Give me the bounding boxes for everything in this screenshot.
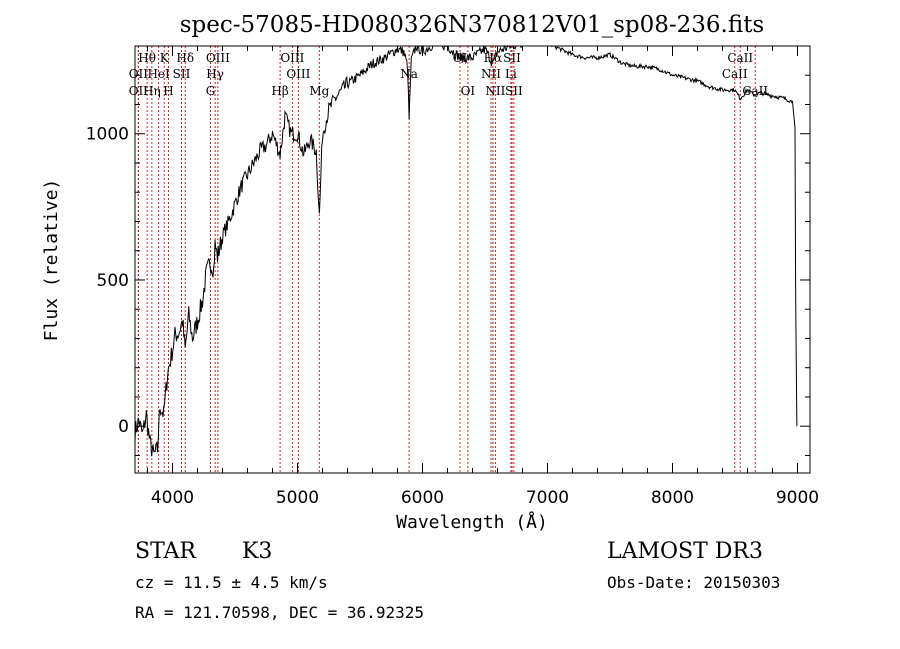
line-label-22: Li — [505, 67, 517, 81]
line-label-0: Hθ — [138, 51, 156, 65]
object-class: STAR — [135, 539, 196, 564]
line-label-21: NII — [485, 84, 505, 98]
x-tick-label-1: 5000 — [276, 488, 319, 508]
line-label-15: Mg — [309, 84, 329, 98]
line-label-6: H — [163, 84, 173, 98]
line-label-10: OIII — [206, 51, 230, 65]
plot-frame — [134, 45, 811, 474]
y-tick-label-0: 0 — [118, 417, 129, 437]
x-axis-ticks: 4000 5000 6000 7000 8000 9000 — [147, 46, 819, 508]
line-label-3: Hη — [143, 84, 161, 98]
object-subclass: K3 — [242, 539, 273, 564]
line-label-25: CaII — [722, 67, 748, 81]
line-label-14: OIII — [286, 67, 310, 81]
line-label-24: SII — [505, 84, 523, 98]
x-tick-label-0: 4000 — [151, 488, 194, 508]
line-label-5: K — [160, 51, 170, 65]
y-tick-label-1: 500 — [97, 271, 129, 291]
line-label-9: Hγ — [206, 67, 224, 81]
line-label-27: CaII — [742, 84, 768, 98]
line-label-12: Hβ — [271, 84, 288, 98]
line-label-7: SII — [173, 67, 191, 81]
survey-name: LAMOST DR3 — [607, 539, 763, 564]
x-axis-label: Wavelength (Å) — [396, 511, 548, 533]
x-tick-label-4: 8000 — [651, 488, 694, 508]
redshift-readout: cz = 11.5 ± 4.5 km/s — [135, 573, 328, 592]
line-label-4: HeI — [147, 67, 170, 81]
line-label-13: OIII — [280, 51, 304, 65]
spectral-line-markers — [137, 46, 756, 473]
x-tick-label-5: 9000 — [776, 488, 819, 508]
line-label-11: G — [206, 84, 216, 98]
y-tick-label-2: 1000 — [86, 125, 129, 145]
x-tick-label-2: 6000 — [401, 488, 444, 508]
line-label-1: OII — [129, 67, 149, 81]
line-label-20: Hα — [484, 51, 503, 65]
coordinates-readout: RA = 121.70598, DEC = 36.92325 — [135, 603, 424, 622]
line-label-8: Hδ — [176, 51, 194, 65]
line-label-16: Na — [400, 67, 418, 81]
chart-title: spec-57085-HD080326N370812V01_sp08-236.f… — [180, 12, 765, 38]
y-axis-label: Flux (relative) — [41, 179, 62, 342]
line-label-2: OII — [129, 84, 149, 98]
line-label-18: OI — [461, 84, 476, 98]
obs-date: Obs-Date: 20150303 — [607, 573, 781, 592]
flux-series-line — [134, 44, 798, 457]
line-label-23: SII — [503, 51, 521, 65]
line-label-19: NII — [481, 67, 501, 81]
x-tick-label-3: 7000 — [526, 488, 569, 508]
line-label-26: CaII — [727, 51, 753, 65]
y-axis-ticks: 0 500 1000 — [86, 74, 810, 456]
